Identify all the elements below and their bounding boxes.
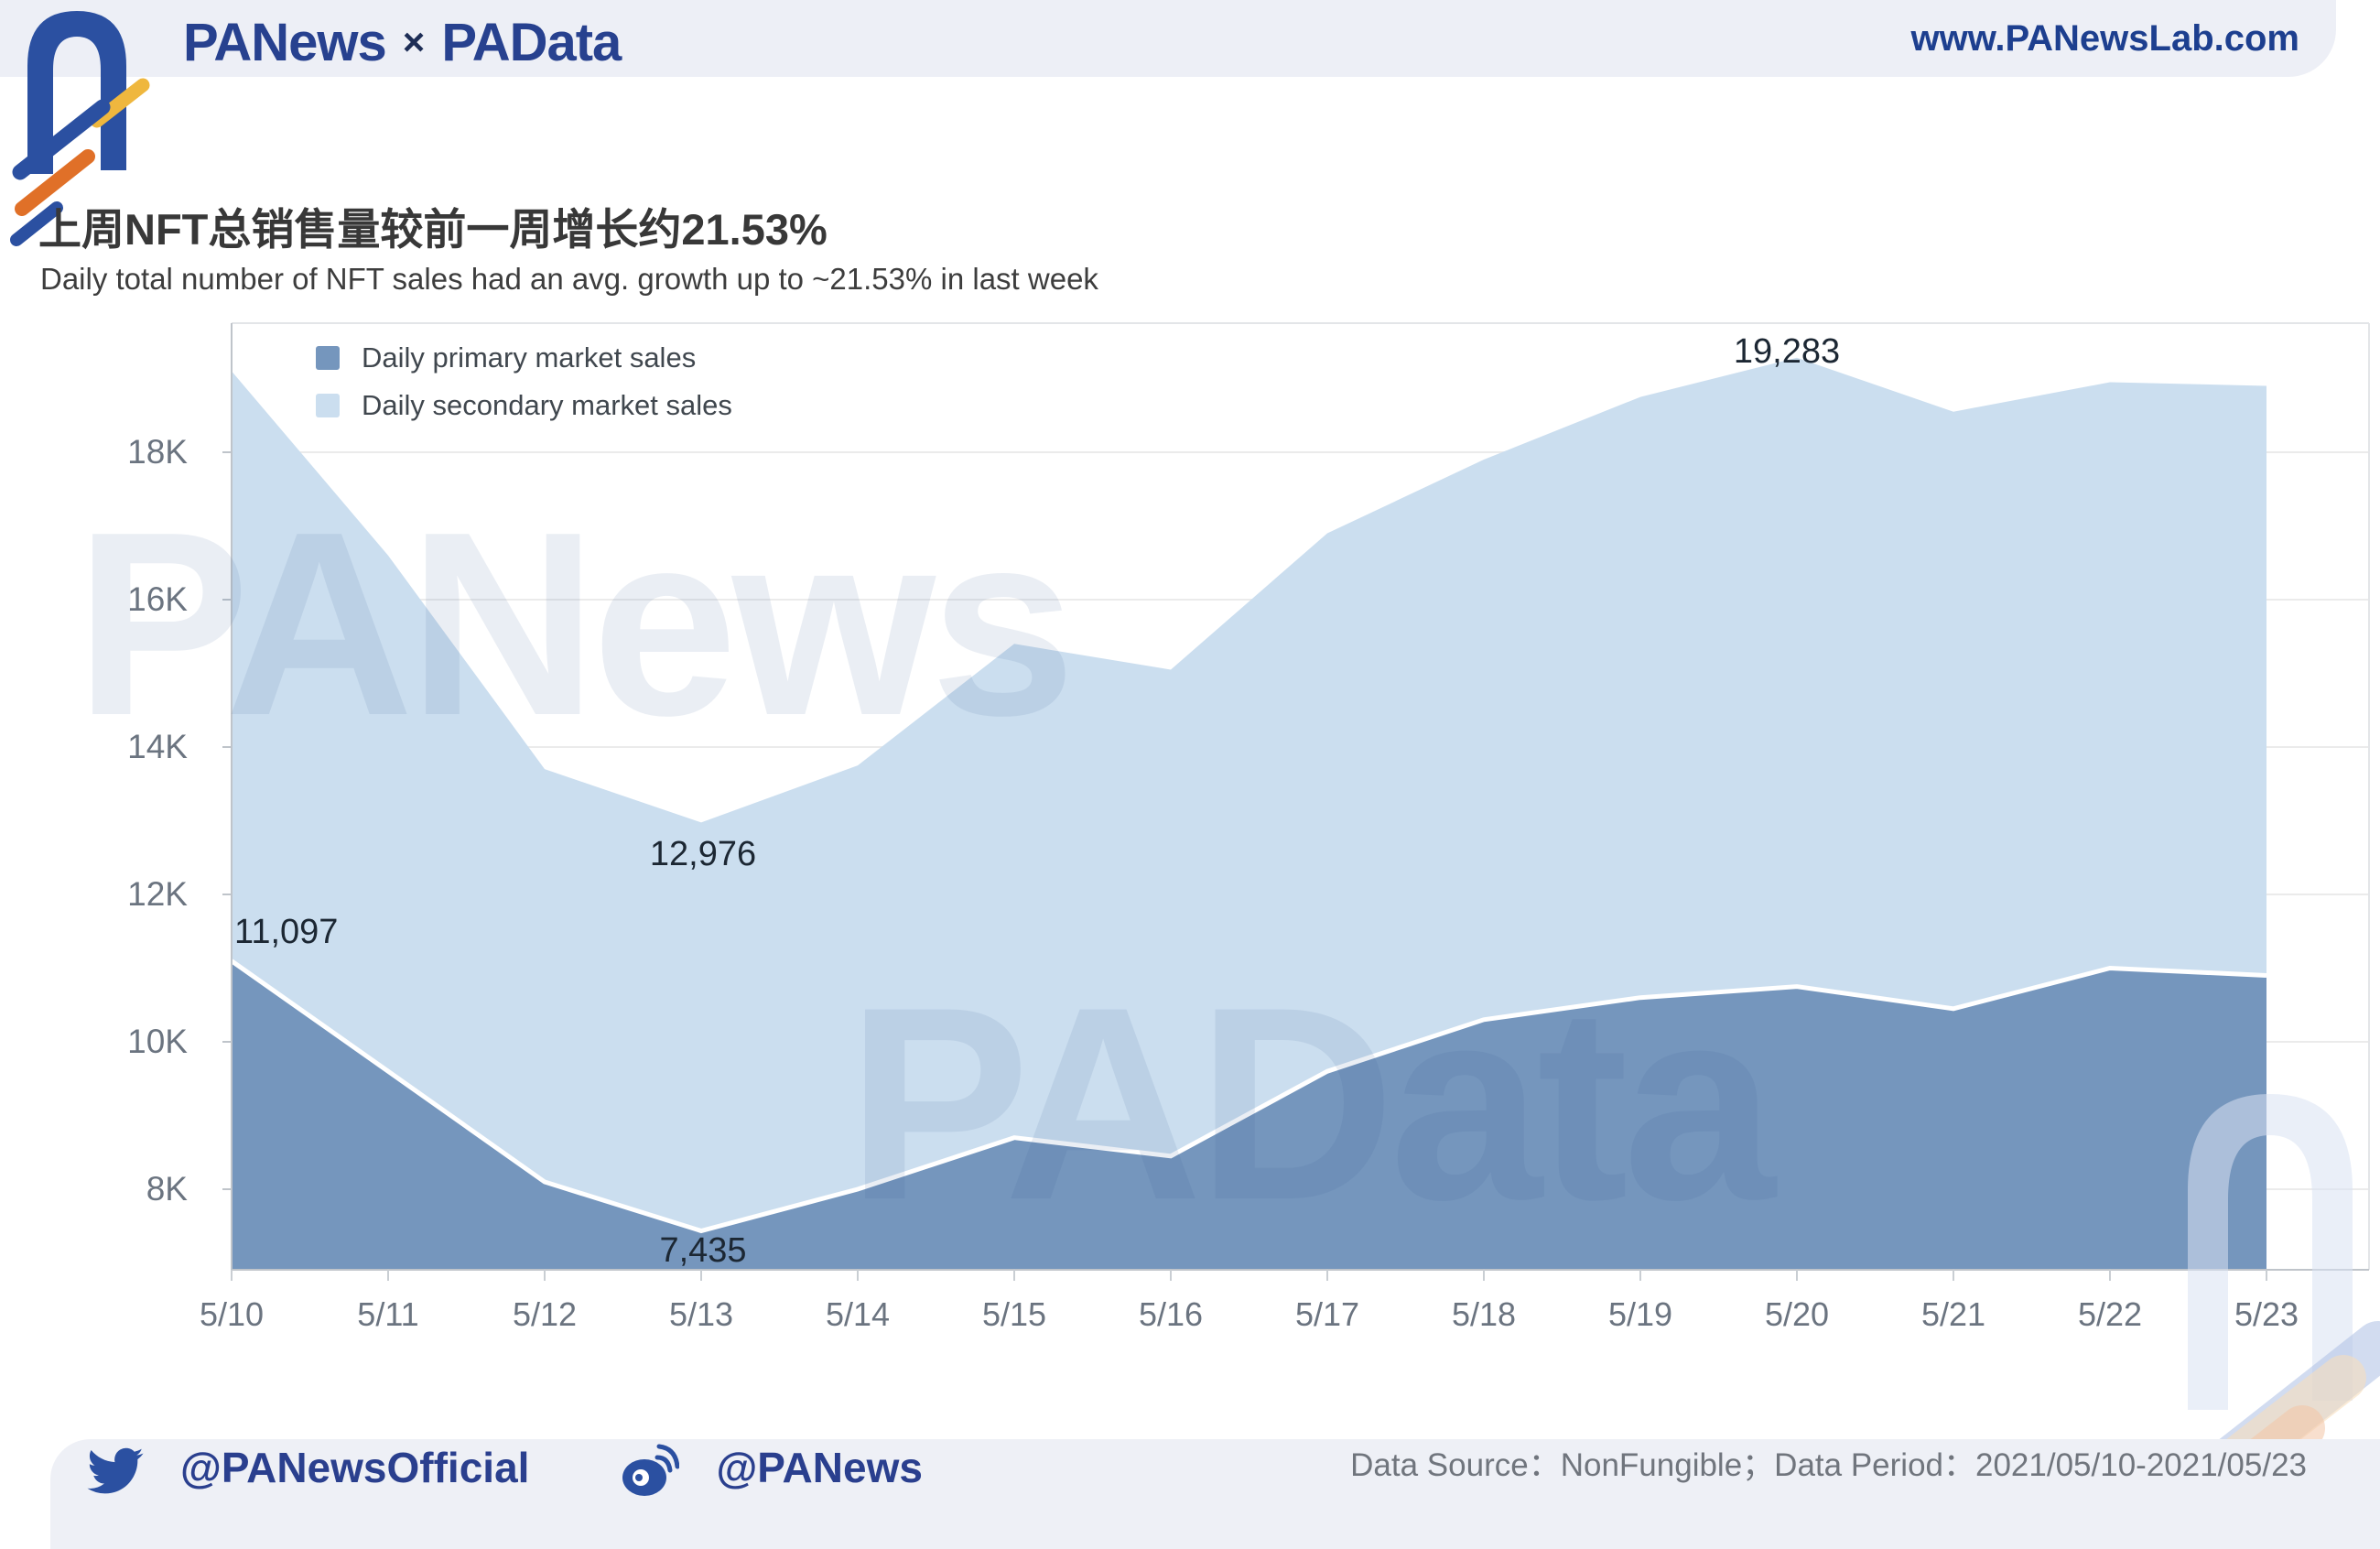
x-tick-label: 5/15 — [982, 1295, 1046, 1333]
weibo-icon — [622, 1444, 680, 1496]
x-tick-label: 5/20 — [1765, 1295, 1829, 1333]
chart-legend: Daily primary market sales Daily seconda… — [316, 341, 732, 423]
y-tick-label: 14K — [127, 728, 188, 765]
x-tick-label: 5/10 — [200, 1295, 264, 1333]
page-subtitle: Daily total number of NFT sales had an a… — [40, 262, 1098, 296]
x-tick-label: 5/16 — [1139, 1295, 1203, 1333]
plot-frame — [232, 322, 2370, 1270]
x-axis-labels: 5/10 5/11 5/12 5/13 5/14 5/15 5/16 5/17 5/18 5/19… — [200, 1295, 2299, 1333]
x-tick-label: 5/19 — [1608, 1295, 1672, 1333]
annotation-value: 19,283 — [1734, 332, 1840, 371]
primary-area-top-stroke — [230, 959, 2267, 1234]
weibo-handle: @PANews — [716, 1444, 923, 1491]
legend-label-primary: Daily primary market sales — [362, 341, 697, 374]
y-tick-label: 12K — [127, 875, 188, 913]
y-tick-label: 16K — [127, 580, 188, 618]
ghost-n-shape — [2188, 1094, 2353, 1410]
x-tick-label: 5/14 — [826, 1295, 890, 1333]
legend-label-secondary: Daily secondary market sales — [362, 389, 732, 421]
header-band — [0, 0, 2336, 77]
y-tick-label: 8K — [146, 1170, 189, 1208]
axes — [222, 323, 2369, 1281]
x-tick-label: 5/11 — [357, 1295, 418, 1333]
legend-swatch-secondary — [316, 394, 340, 417]
x-tick-label: 5/12 — [513, 1295, 577, 1333]
x-tick-label: 5/23 — [2234, 1295, 2299, 1333]
brand-padata: PAData — [441, 12, 622, 72]
brand-lockup: PANews × PAData — [183, 0, 622, 84]
brand-panews: PANews — [183, 12, 387, 72]
y-tick-label: 18K — [127, 433, 188, 471]
footer-social: @PANewsOfficial @PANews — [87, 1443, 923, 1498]
twitter-handle: @PANewsOfficial — [180, 1444, 530, 1491]
twitter-icon — [87, 1447, 144, 1494]
data-annotations: 11,097 12,976 7,435 19,283 — [234, 332, 1840, 1270]
annotation-value: 7,435 — [659, 1231, 746, 1270]
annotation-value: 11,097 — [234, 913, 338, 951]
annotation-value: 12,976 — [650, 835, 756, 873]
x-tick-label: 5/21 — [1921, 1295, 1985, 1333]
y-tick-label: 10K — [127, 1023, 188, 1060]
x-tick-label: 5/17 — [1295, 1295, 1359, 1333]
x-tick-label: 5/22 — [2078, 1295, 2142, 1333]
x-tick-label: 5/13 — [669, 1295, 733, 1333]
legend-item-secondary: Daily secondary market sales — [316, 388, 732, 423]
data-source-text: Data Source：NonFungible；Data Period：2021… — [1350, 1447, 2307, 1483]
ghost-logo-watermark — [2180, 1094, 2380, 1474]
website-url: www.PANewsLab.com — [1910, 17, 2299, 59]
page-title: 上周NFT总销售量较前一周增长约21.53% — [38, 205, 828, 254]
legend-swatch-primary — [316, 346, 340, 370]
brand-separator: × — [402, 20, 426, 63]
x-tick-label: 5/18 — [1452, 1295, 1516, 1333]
y-axis-labels: 8K 10K 12K 14K 16K 18K — [127, 433, 188, 1208]
legend-item-primary: Daily primary market sales — [316, 341, 732, 375]
